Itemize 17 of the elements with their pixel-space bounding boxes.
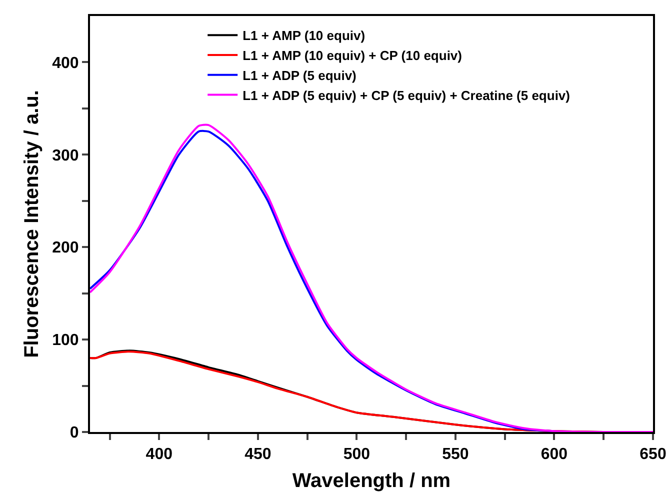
y-tick-label: 300 [52, 147, 79, 164]
legend-label: L1 + AMP (10 equiv) [242, 28, 366, 44]
x-tick-label: 550 [442, 446, 469, 464]
x-axis-title: Wavelength / nm [292, 470, 451, 492]
y-tick-label: 100 [52, 332, 79, 350]
x-tick-label: 500 [343, 446, 370, 464]
y-axis-title: Fluorescence Intensity / a.u. [21, 90, 44, 358]
legend-label: L1 + ADP (5 equiv) [242, 68, 356, 83]
legend-label: L1 + AMP (10 equiv) + CP (10 equiv) [242, 48, 462, 64]
legend-label: L1 + ADP (5 equiv) + CP (5 equiv) + Creatine (5 equiv) [242, 88, 570, 103]
x-tick-label: 650 [640, 446, 666, 464]
x-tick-label: 600 [540, 446, 568, 464]
y-tick-label: 0 [70, 424, 79, 442]
x-tick-label: 450 [244, 446, 272, 464]
x-tick-label: 400 [146, 446, 173, 464]
y-tick-label: 400 [52, 54, 79, 72]
y-tick-label: 200 [52, 240, 79, 257]
